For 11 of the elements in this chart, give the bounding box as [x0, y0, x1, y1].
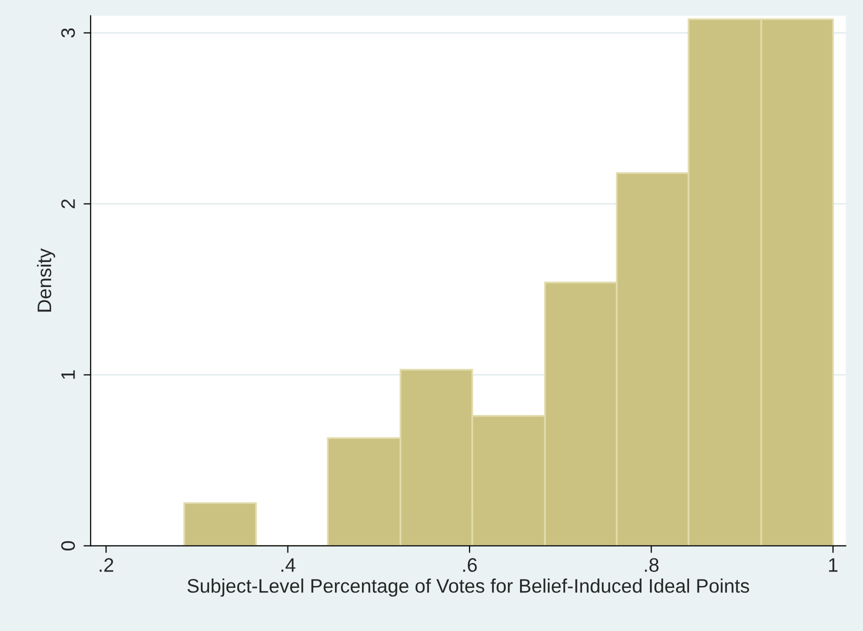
- x-tick-label: .6: [463, 558, 477, 572]
- x-tick-label: .2: [100, 558, 114, 572]
- x-tick-label: .4: [281, 558, 296, 572]
- x-axis-title: Subject-Level Percentage of Votes for Belief-Induced Ideal Points: [188, 578, 750, 597]
- x-tick-label: 1: [829, 558, 838, 572]
- y-tick-label: 2: [61, 199, 75, 208]
- y-tick-label: 1: [61, 370, 75, 379]
- y-tick-label: 0: [61, 541, 75, 550]
- y-axis-title: Density: [37, 248, 56, 312]
- y-tick-label: 3: [61, 28, 75, 38]
- x-tick-label: .8: [644, 558, 659, 572]
